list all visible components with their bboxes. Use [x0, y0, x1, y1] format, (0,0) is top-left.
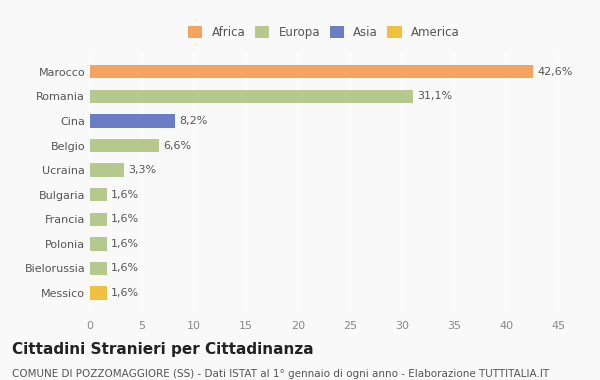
- Text: 1,6%: 1,6%: [111, 214, 139, 224]
- Text: Cittadini Stranieri per Cittadinanza: Cittadini Stranieri per Cittadinanza: [12, 342, 314, 357]
- Text: 1,6%: 1,6%: [111, 239, 139, 249]
- Text: COMUNE DI POZZOMAGGIORE (SS) - Dati ISTAT al 1° gennaio di ogni anno - Elaborazi: COMUNE DI POZZOMAGGIORE (SS) - Dati ISTA…: [12, 369, 549, 378]
- Bar: [90, 237, 107, 251]
- Text: 1,6%: 1,6%: [111, 190, 139, 200]
- Bar: [90, 65, 533, 79]
- Text: 6,6%: 6,6%: [163, 141, 191, 150]
- Text: 3,3%: 3,3%: [128, 165, 157, 175]
- Bar: [90, 139, 158, 152]
- Bar: [90, 163, 124, 177]
- Text: 8,2%: 8,2%: [179, 116, 208, 126]
- Bar: [90, 212, 107, 226]
- Text: 1,6%: 1,6%: [111, 288, 139, 298]
- Text: 31,1%: 31,1%: [418, 91, 453, 101]
- Legend: Africa, Europa, Asia, America: Africa, Europa, Asia, America: [185, 22, 463, 42]
- Bar: [90, 90, 413, 103]
- Bar: [90, 286, 107, 300]
- Bar: [90, 114, 175, 128]
- Bar: [90, 188, 107, 201]
- Bar: [90, 262, 107, 275]
- Text: 1,6%: 1,6%: [111, 263, 139, 274]
- Text: 42,6%: 42,6%: [537, 67, 572, 77]
